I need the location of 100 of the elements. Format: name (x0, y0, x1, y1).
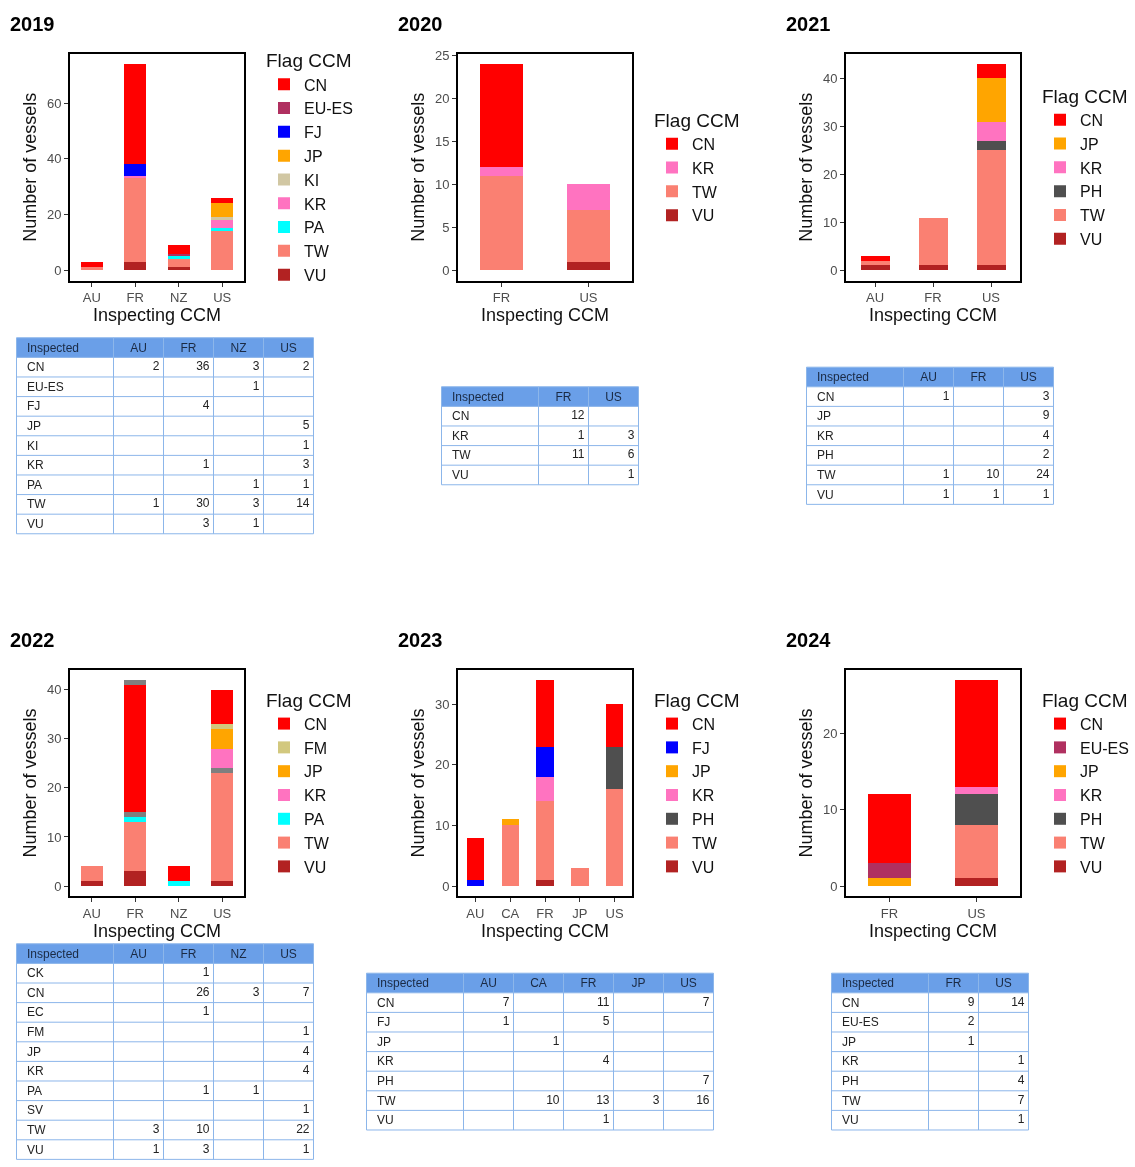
legend-label: KI (304, 171, 320, 189)
legend-label: VU (1080, 858, 1103, 876)
y-axis-title: Inspected (27, 341, 80, 355)
data-label: 7 (302, 984, 310, 999)
bar (566, 210, 611, 262)
data-label: 1 (1017, 1112, 1025, 1127)
data-label: 1 (202, 457, 210, 472)
legend-title: Flag CCM (266, 50, 352, 72)
data-label: 1 (552, 1033, 560, 1048)
x-tick-label: NZ (230, 947, 247, 961)
legend-label: PH (1080, 183, 1103, 201)
bar (211, 220, 234, 229)
y-tick-label: 20 (434, 90, 450, 106)
bar (536, 746, 554, 777)
y-tick-label: JP (377, 1035, 392, 1049)
y-tick-label: CN (27, 360, 45, 374)
y-tick-label: 5 (442, 219, 450, 235)
data-label: 1 (252, 378, 260, 393)
bar (605, 704, 624, 747)
legend-title: Flag CCM (654, 689, 740, 711)
y-tick-label: 10 (822, 802, 838, 818)
bar (211, 773, 234, 882)
data-label: 14 (296, 496, 310, 511)
x-tick-label: JP (631, 976, 646, 991)
bar (211, 231, 234, 271)
y-tick-label: PH (817, 448, 834, 462)
x-tick-label: NZ (170, 290, 188, 306)
y-axis-title: Number of vessels (795, 92, 816, 242)
chart-title: 2021 (786, 13, 831, 35)
bar (211, 689, 234, 725)
bar (976, 64, 1006, 79)
chart-title: 2024 (786, 629, 832, 651)
data-label: 7 (1017, 1092, 1025, 1107)
bar (860, 255, 890, 261)
legend-label: VU (692, 207, 715, 225)
y-tick-label: PH (377, 1074, 394, 1088)
legend-label: CN (692, 136, 716, 154)
x-tick-label: CA (501, 906, 520, 921)
legend-label: VU (692, 858, 715, 876)
data-label: 4 (602, 1053, 610, 1068)
y-tick-label: VU (27, 517, 44, 531)
data-label: 2 (967, 1014, 975, 1029)
legend-label: TW (1080, 207, 1106, 225)
bar (124, 261, 147, 271)
y-tick-label: 20 (434, 757, 450, 773)
data-label: 16 (696, 1092, 710, 1107)
y-tick-label: VU (842, 1113, 859, 1127)
y-tick-label: TW (377, 1094, 397, 1108)
y-axis-title: Number of vessels (19, 92, 40, 242)
x-tick-label: FR (555, 389, 572, 404)
data-label: 3 (1042, 388, 1050, 403)
y-tick-label: VU (27, 1143, 44, 1157)
legend-label: JP (1080, 763, 1099, 781)
legend-label: PH (692, 811, 715, 829)
legend-label: VU (1080, 231, 1103, 249)
x-tick-label: FR (924, 290, 942, 306)
bar (479, 64, 524, 168)
bar (124, 822, 147, 872)
data-label: 9 (1042, 408, 1050, 423)
y-tick-label: PA (27, 1084, 43, 1098)
bar (501, 819, 519, 826)
legend-label: PA (304, 811, 325, 829)
y-axis-title: Number of vessels (19, 708, 40, 858)
bar (211, 748, 234, 769)
x-tick-label: US (605, 906, 624, 921)
legend-label: CN (304, 715, 328, 733)
y-axis-title: Inspected (817, 370, 870, 384)
y-tick-label: KR (27, 458, 44, 472)
data-label: 1 (252, 515, 260, 530)
data-label: 1 (577, 427, 585, 442)
legend-label: KR (692, 159, 715, 177)
y-tick-label: PH (842, 1074, 859, 1088)
x-tick-label: FR (880, 906, 899, 921)
bar (860, 265, 890, 271)
y-tick-label: TW (452, 448, 472, 462)
chart-title: 2022 (10, 629, 55, 651)
legend-label: FM (304, 739, 328, 757)
y-tick-label: CN (27, 986, 45, 1000)
bar (211, 724, 234, 729)
bar (211, 768, 234, 774)
bar (536, 880, 554, 887)
bar (954, 679, 999, 787)
x-tick-label: AU (82, 906, 101, 921)
legend-label: EU-ES (304, 100, 353, 118)
data-label: 3 (202, 515, 210, 530)
data-label: 14 (1011, 994, 1025, 1009)
chart-title: 2023 (398, 629, 443, 651)
y-tick-label: 30 (46, 731, 62, 747)
data-label: 1 (302, 1141, 310, 1156)
data-label: 1 (967, 1033, 975, 1048)
y-tick-label: CN (452, 409, 470, 423)
x-tick-label: AU (466, 906, 485, 921)
bar (124, 684, 147, 813)
x-tick-label: US (213, 290, 232, 306)
legend-label: KR (304, 787, 327, 805)
data-label: 11 (597, 994, 610, 1009)
bar (536, 679, 554, 747)
bar (976, 121, 1006, 141)
data-label: 1 (252, 476, 260, 491)
x-axis-title: Inspecting CCM (480, 305, 610, 326)
